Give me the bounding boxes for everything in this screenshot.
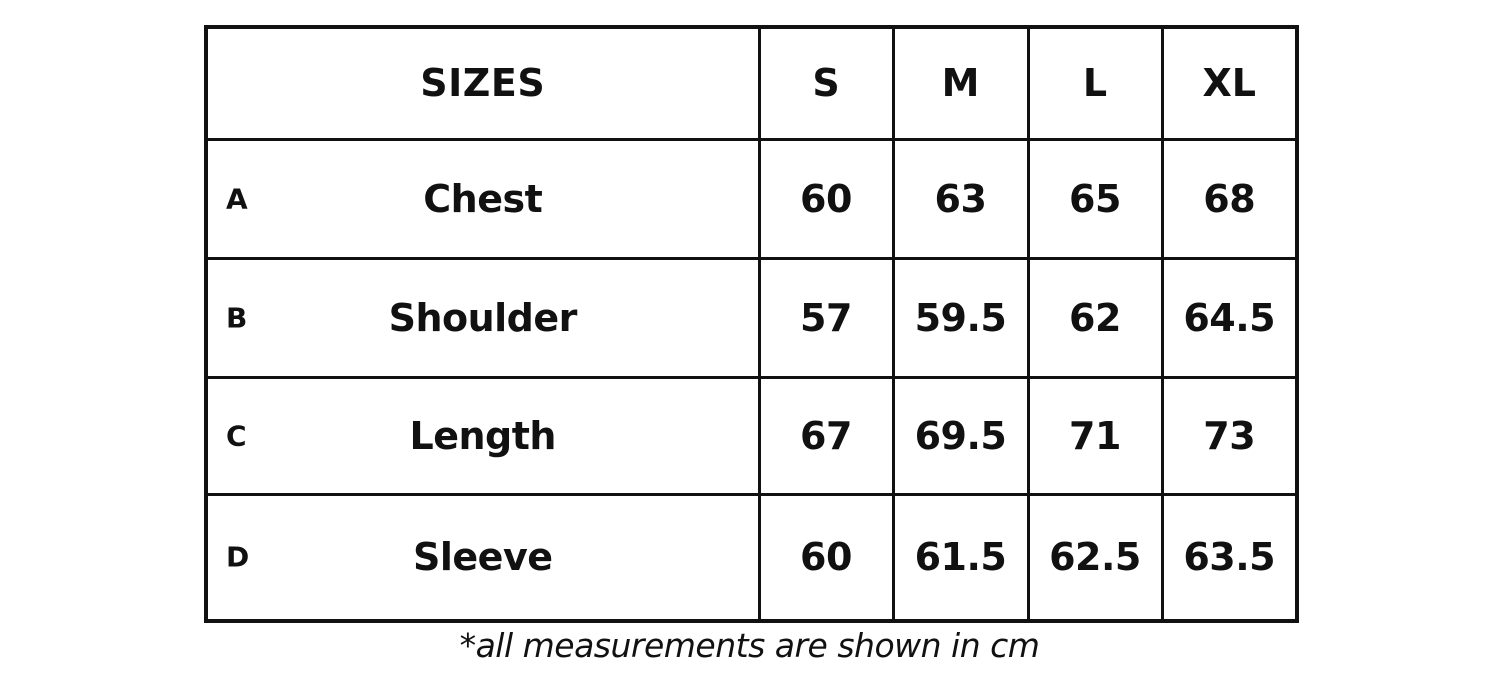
size-column-header-m: M xyxy=(891,25,1030,141)
table-row-length: C Length 67 69.5 71 73 xyxy=(204,375,1299,496)
measurement-value: 68 xyxy=(1203,176,1256,221)
measurement-value: 63.5 xyxy=(1183,535,1276,580)
size-column-label: M xyxy=(941,61,980,106)
measurement-value: 60 xyxy=(800,535,852,580)
measurement-value: 57 xyxy=(800,295,852,340)
sizes-header-label: SIZES xyxy=(420,61,546,106)
value-cell: 68 xyxy=(1160,137,1299,260)
size-column-header-l: L xyxy=(1026,25,1164,141)
value-cell: 69.5 xyxy=(891,375,1030,496)
measurement-name: Length xyxy=(409,413,557,458)
value-cell: 65 xyxy=(1026,137,1164,260)
measurement-value: 62 xyxy=(1069,295,1121,340)
measurement-name: Chest xyxy=(423,176,543,221)
measurement-value: 73 xyxy=(1203,413,1256,458)
value-cell: 61.5 xyxy=(891,492,1030,623)
size-column-label: XL xyxy=(1202,61,1256,106)
table-row-chest: A Chest 60 63 65 68 xyxy=(204,137,1299,260)
value-cell: 64.5 xyxy=(1160,256,1299,379)
value-cell: 71 xyxy=(1026,375,1164,496)
measurements-footnote: *all measurements are shown in cm xyxy=(459,626,1040,665)
measurement-value: 64.5 xyxy=(1183,295,1276,340)
size-chart-table: SIZES S M L XL A Chest xyxy=(204,25,1299,623)
size-column-header-xl: XL xyxy=(1160,25,1299,141)
value-cell: 60 xyxy=(757,137,895,260)
value-cell: 73 xyxy=(1160,375,1299,496)
table-row-sleeve: D Sleeve 60 61.5 62.5 63.5 xyxy=(204,492,1299,623)
sizes-header-cell: SIZES xyxy=(204,25,761,141)
measurement-name: Sleeve xyxy=(413,535,553,580)
measurement-name-cell: C Length xyxy=(204,375,761,496)
header-row: SIZES S M L XL xyxy=(204,25,1299,141)
measurement-value: 69.5 xyxy=(914,413,1007,458)
value-cell: 67 xyxy=(757,375,895,496)
measurement-value: 60 xyxy=(800,176,852,221)
value-cell: 59.5 xyxy=(891,256,1030,379)
measurement-name-cell: A Chest xyxy=(204,137,761,260)
measurement-value: 67 xyxy=(800,413,852,458)
row-letter: D xyxy=(226,540,250,574)
value-cell: 63 xyxy=(891,137,1030,260)
value-cell: 62 xyxy=(1026,256,1164,379)
measurement-value: 59.5 xyxy=(914,295,1007,340)
value-cell: 57 xyxy=(757,256,895,379)
measurement-value: 62.5 xyxy=(1049,535,1141,580)
measurement-name-cell: B Shoulder xyxy=(204,256,761,379)
row-letter: A xyxy=(226,182,248,215)
measurement-name-cell: D Sleeve xyxy=(204,492,761,623)
size-chart: SIZES S M L XL A Chest xyxy=(204,25,1299,665)
measurement-value: 71 xyxy=(1069,413,1121,458)
value-cell: 62.5 xyxy=(1026,492,1164,623)
table-row-shoulder: B Shoulder 57 59.5 62 64.5 xyxy=(204,256,1299,379)
measurement-value: 65 xyxy=(1069,176,1121,221)
row-letter: B xyxy=(226,301,248,334)
size-column-label: L xyxy=(1082,61,1108,106)
value-cell: 63.5 xyxy=(1160,492,1299,623)
size-column-label: S xyxy=(812,61,840,106)
measurement-value: 63 xyxy=(934,176,987,221)
measurement-name: Shoulder xyxy=(388,295,578,340)
value-cell: 60 xyxy=(757,492,895,623)
measurement-value: 61.5 xyxy=(914,535,1007,580)
size-column-header-s: S xyxy=(757,25,895,141)
row-letter: C xyxy=(226,419,247,452)
